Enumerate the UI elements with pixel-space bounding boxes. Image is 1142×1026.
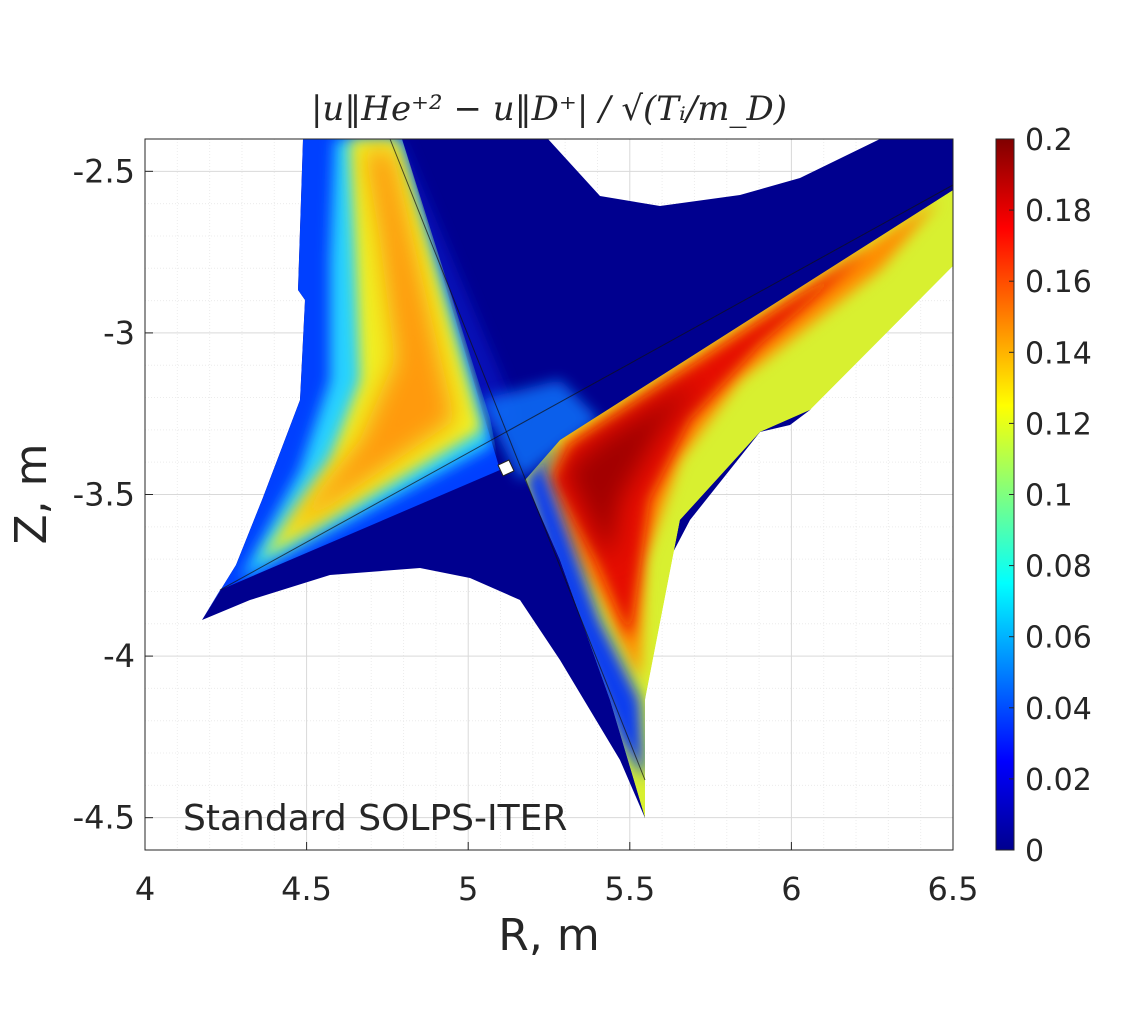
x-tick-label: 6 [781, 870, 801, 908]
colorbar-tick-label: 0.18 [1025, 194, 1092, 229]
outer-leg-red [552, 250, 870, 640]
inner-leg-yellow [260, 139, 482, 560]
y-tick-label: -2.5 [73, 152, 135, 190]
y-axis-label: Z, m [6, 444, 57, 545]
y-tick-label: -4 [103, 637, 135, 675]
colorbar-tick-label: 0.2 [1025, 123, 1073, 158]
y-tick-label: -3 [103, 314, 135, 352]
separatrix-glow [480, 380, 600, 480]
x-tick-label: 5.5 [604, 870, 655, 908]
colorbar-ticks: 0 0.02 0.04 0.06 0.08 0.1 0.12 0.14 0.16 0.18 0.2 [1009, 123, 1092, 869]
y-tick-label: -3.5 [73, 476, 135, 514]
colorbar-tick-label: 0 [1025, 834, 1044, 869]
colorbar-tick-label: 0.1 [1025, 479, 1073, 514]
x-axis-label: R, m [498, 910, 599, 961]
x-point-marker [497, 459, 515, 477]
colorbar-tick-label: 0.08 [1025, 550, 1092, 585]
colorbar-tick-label: 0.04 [1025, 692, 1092, 727]
heatmap-field [202, 139, 953, 818]
colorbar-tick-label: 0.16 [1025, 265, 1092, 300]
x-tick-label: 6.5 [928, 870, 979, 908]
colorbar-tick-label: 0.12 [1025, 407, 1092, 442]
colorbar-tick-label: 0.14 [1025, 336, 1092, 371]
colorbar [996, 139, 1014, 850]
annotation-label: Standard SOLPS-ITER [183, 798, 567, 839]
inner-leg-orange [280, 150, 455, 540]
colorbar-tick-label: 0.02 [1025, 763, 1092, 798]
x-tick-label: 4 [135, 870, 155, 908]
x-tick-label: 5 [458, 870, 478, 908]
outer-leg-darkred [565, 380, 700, 560]
chart-title: |u‖He⁺² − u‖D⁺| / √(Tᵢ/m_D) [311, 89, 787, 129]
outer-leg-edge-blue [525, 440, 645, 780]
x-axis-ticks: 4 4.5 5 5.5 6 6.5 [135, 842, 979, 908]
separatrix-line-a [389, 139, 646, 781]
x-tick-label: 4.5 [281, 870, 332, 908]
colorbar-tick-label: 0.06 [1025, 621, 1092, 656]
y-tick-label: -4.5 [73, 799, 135, 837]
y-axis-ticks: -2.5 -3 -3.5 -4 -4.5 [73, 152, 153, 837]
separatrix-line-b [219, 184, 953, 591]
